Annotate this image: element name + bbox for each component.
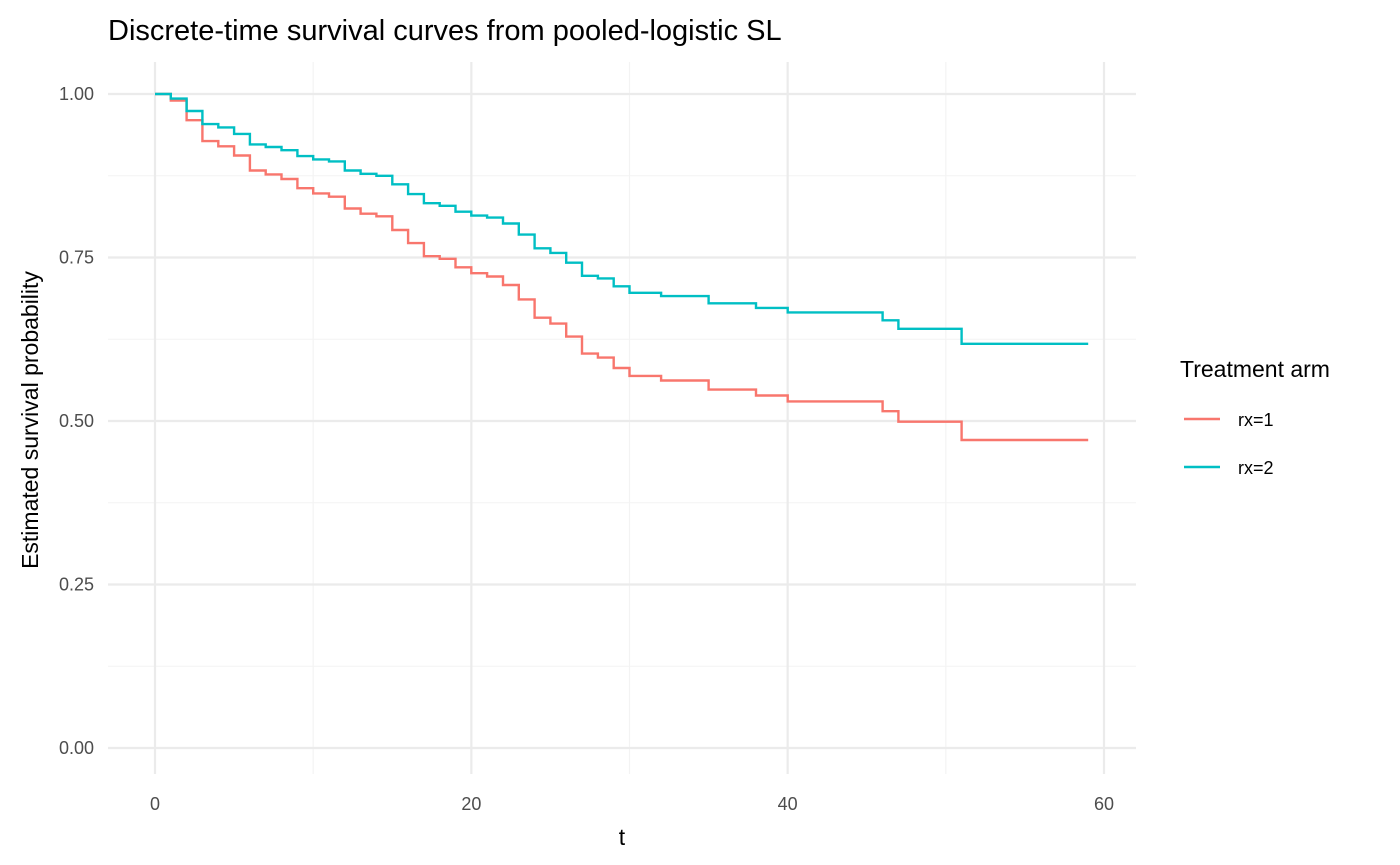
x-tick-label-0: 0 (150, 794, 160, 814)
series-lines (155, 92, 1089, 442)
x-tick-label-1: 20 (461, 794, 481, 814)
legend-label-rx-1: rx=1 (1238, 410, 1274, 430)
y-tick-label-3: 0.75 (59, 248, 94, 268)
chart-title: Discrete-time survival curves from poole… (108, 15, 782, 47)
series-line-rx-1 (155, 92, 1089, 442)
y-tick-label-4: 1.00 (59, 84, 94, 104)
y-tick-label-2: 0.50 (59, 411, 94, 431)
x-tick-label-3: 60 (1094, 794, 1114, 814)
grid-lines (108, 62, 1136, 774)
legend-label-rx-2: rx=2 (1238, 458, 1274, 478)
y-tick-label-1: 0.25 (59, 575, 94, 595)
x-tick-label-2: 40 (778, 794, 798, 814)
legend-title: Treatment arm (1180, 356, 1330, 382)
y-axis-ticks: 0.00 0.25 0.50 0.75 1.00 (59, 84, 94, 758)
x-axis-title: t (619, 824, 626, 850)
y-axis-title: Estimated survival probability (17, 271, 43, 569)
legend: Treatment arm rx=1 rx=2 (1180, 356, 1330, 478)
x-axis-ticks: 0 20 40 60 (150, 794, 1114, 814)
series-line-rx-2 (155, 92, 1089, 345)
y-tick-label-0: 0.00 (59, 738, 94, 758)
